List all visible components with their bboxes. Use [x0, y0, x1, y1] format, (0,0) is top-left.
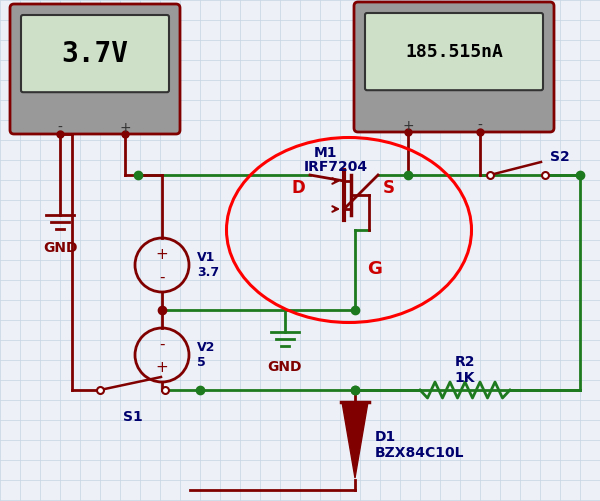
Text: V2
5: V2 5	[197, 341, 215, 369]
FancyBboxPatch shape	[365, 13, 543, 90]
Text: +: +	[155, 360, 169, 375]
Text: GND: GND	[268, 360, 302, 374]
FancyBboxPatch shape	[10, 4, 180, 134]
Text: 3.7V: 3.7V	[62, 40, 128, 68]
Text: -: -	[478, 119, 482, 133]
Text: -: -	[159, 337, 165, 352]
Text: +: +	[402, 119, 414, 133]
Text: S: S	[383, 179, 395, 197]
Text: V1
3.7: V1 3.7	[197, 251, 219, 279]
Text: +: +	[119, 121, 131, 135]
Text: +: +	[155, 246, 169, 262]
Text: S2: S2	[550, 150, 570, 164]
FancyBboxPatch shape	[21, 15, 169, 92]
Text: S1: S1	[122, 410, 142, 424]
Text: 185.515nA: 185.515nA	[405, 43, 503, 61]
Text: -: -	[159, 270, 165, 285]
Text: -: -	[58, 121, 62, 135]
Text: GND: GND	[43, 241, 77, 255]
Text: G: G	[367, 260, 382, 278]
Text: IRF7204: IRF7204	[304, 160, 368, 174]
Text: R2
1K: R2 1K	[455, 355, 475, 385]
Text: D: D	[291, 179, 305, 197]
FancyBboxPatch shape	[354, 2, 554, 132]
Text: M1: M1	[314, 146, 337, 160]
Polygon shape	[342, 402, 368, 478]
Text: D1
BZX84C10L: D1 BZX84C10L	[375, 430, 464, 460]
